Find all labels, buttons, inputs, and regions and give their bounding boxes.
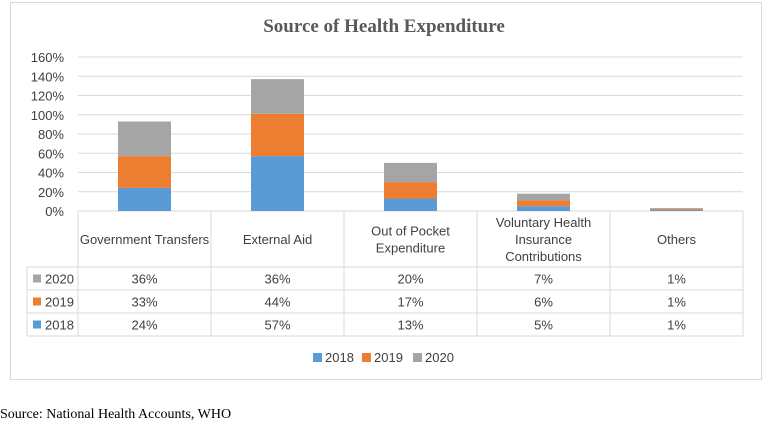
bar-segment-2019	[650, 209, 703, 211]
y-tick-label: 0%	[45, 204, 64, 219]
legend-key-2020	[33, 274, 41, 283]
data-label: 6%	[534, 295, 553, 310]
bar-segment-2020	[650, 208, 703, 210]
legend-swatch-2020	[413, 353, 422, 362]
data-label: 36%	[131, 272, 157, 287]
y-tick-label: 60%	[38, 146, 64, 161]
y-tick-label: 20%	[38, 185, 64, 200]
y-tick-label: 140%	[31, 69, 65, 84]
data-label: 36%	[264, 272, 290, 287]
y-tick-label: 120%	[31, 89, 65, 104]
bar-segment-2019	[251, 113, 304, 157]
legend-label: 2018	[325, 350, 354, 365]
bar-segment-2019	[517, 200, 570, 207]
data-label: 5%	[534, 318, 553, 333]
data-label: 17%	[397, 295, 423, 310]
source-note: Source: National Health Accounts, WHO	[0, 407, 232, 422]
data-label: 44%	[264, 295, 290, 310]
bar-segment-2020	[118, 121, 171, 157]
bar-segment-2019	[384, 182, 437, 199]
legend-swatch-2018	[313, 353, 322, 362]
data-label: 20%	[397, 272, 423, 287]
bar-segment-2018	[251, 156, 304, 211]
bar-segment-2020	[517, 193, 570, 201]
y-tick-label: 80%	[38, 127, 64, 142]
series-row-label: 2018	[45, 318, 74, 333]
category-label: Government Transfers	[80, 232, 210, 247]
bar-segment-2018	[650, 210, 703, 211]
bar-segment-2020	[384, 162, 437, 183]
legend-swatch-2019	[362, 353, 371, 362]
data-label: 24%	[131, 318, 157, 333]
category-label: Voluntary Health Insurance Contributions	[496, 215, 591, 264]
legend-label: 2019	[374, 350, 403, 365]
bar-segment-2018	[517, 206, 570, 211]
y-tick-label: 40%	[38, 166, 64, 181]
bar-segment-2019	[118, 156, 171, 188]
data-label: 1%	[667, 272, 686, 287]
category-label: External Aid	[243, 232, 312, 247]
data-label: 7%	[534, 272, 553, 287]
chart-title: Source of Health Expenditure	[263, 16, 505, 37]
data-label: 57%	[264, 318, 290, 333]
series-row-label: 2019	[45, 295, 74, 310]
legend-key-2019	[33, 297, 41, 306]
data-label: 1%	[667, 295, 686, 310]
series-row-label: 2020	[45, 272, 74, 287]
bar-segment-2018	[384, 198, 437, 211]
category-label: Others	[657, 232, 697, 247]
legend-label: 2020	[425, 350, 454, 365]
data-label: 1%	[667, 318, 686, 333]
category-label: Out of Pocket Expenditure	[371, 224, 450, 256]
y-tick-label: 100%	[31, 108, 65, 123]
data-label: 13%	[397, 318, 423, 333]
data-label: 33%	[131, 295, 157, 310]
legend-key-2018	[33, 320, 41, 329]
bar-segment-2018	[118, 187, 171, 211]
y-tick-label: 160%	[31, 50, 65, 65]
bar-segment-2020	[251, 79, 304, 114]
